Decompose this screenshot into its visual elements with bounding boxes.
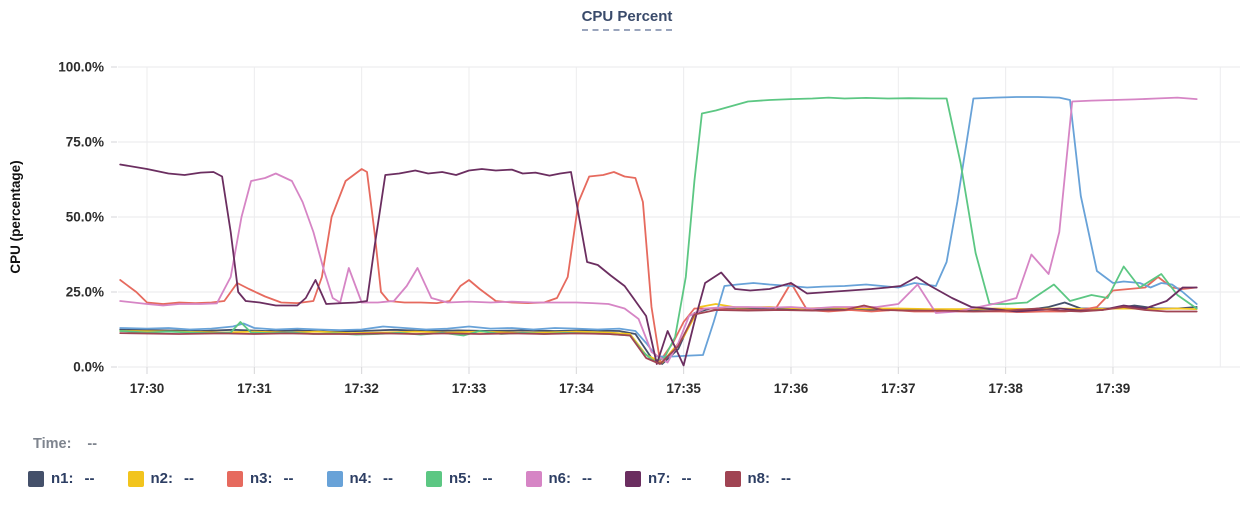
series-line-n4 [119,96,1198,358]
series-line-n6 [119,96,1198,364]
cpu-percent-chart[interactable]: 0.0% 25.0% 50.0% 75.0% 100.0% 17:30 17:31 17:32… [0,40,1254,430]
legend: n1: -- n2: -- n3: -- n4: -- n5: -- n6: -- n7: -- n8: -- [28,470,791,487]
x-tick-label: 17:35 [666,381,701,396]
legend-value-n3: -- [283,470,294,487]
y-tick-label: 50.0% [66,210,104,225]
hover-time-readout: Time: -- [33,436,97,452]
legend-swatch-n2 [127,470,144,487]
legend-item-n3[interactable]: n3: -- [227,470,294,487]
legend-item-n7[interactable]: n7: -- [625,470,692,487]
legend-label-n2: n2: [150,470,174,487]
legend-value-n6: -- [582,470,592,487]
legend-item-n1[interactable]: n1: -- [28,470,95,487]
y-tick-label: 75.0% [66,135,104,150]
legend-label-n7: n7: [648,470,671,487]
x-tick-label: 17:33 [452,381,487,396]
legend-label-n1: n1: [51,470,74,487]
y-axis-title: CPU (percentage) [8,160,23,273]
legend-item-n5[interactable]: n5: -- [426,470,493,487]
legend-label-n6: n6: [548,470,572,487]
page-title[interactable]: CPU Percent [581,8,673,31]
legend-swatch-n8 [724,470,741,487]
grid [111,66,1240,374]
time-value: -- [87,436,98,452]
y-tick-label: 100.0% [58,60,104,75]
legend-swatch-n5 [426,470,442,487]
chart-header: CPU Percent [0,8,1254,31]
x-tick-label: 17:30 [130,381,165,396]
legend-swatch-n1 [28,470,44,487]
legend-swatch-n3 [227,470,243,487]
legend-value-n1: -- [84,470,95,487]
legend-swatch-n7 [625,470,641,487]
x-tick-label: 17:37 [881,381,916,396]
legend-item-n8[interactable]: n8: -- [724,470,791,487]
legend-label-n5: n5: [449,470,472,487]
axis-labels: 0.0% 25.0% 50.0% 75.0% 100.0% 17:30 17:31 17:32… [8,60,1130,397]
legend-value-n5: -- [482,470,493,487]
legend-label-n4: n4: [349,470,373,487]
legend-swatch-n6 [525,470,542,487]
legend-item-n2[interactable]: n2: -- [127,470,194,487]
x-tick-label: 17:36 [774,381,809,396]
legend-value-n7: -- [681,470,692,487]
y-tick-label: 25.0% [66,285,104,300]
legend-swatch-n4 [326,470,343,487]
legend-value-n8: -- [781,470,791,487]
x-tick-label: 17:31 [237,381,272,396]
x-tick-label: 17:39 [1096,381,1131,396]
series-line-n8 [119,304,1198,365]
y-tick-label: 0.0% [73,360,104,375]
series-line-n7 [119,163,1198,367]
legend-item-n4[interactable]: n4: -- [326,470,393,487]
legend-value-n2: -- [184,470,194,487]
time-label: Time: [33,436,72,452]
x-tick-label: 17:34 [559,381,594,396]
x-tick-label: 17:32 [344,381,379,396]
series-line-n5 [119,96,1198,362]
legend-label-n8: n8: [747,470,771,487]
x-tick-label: 17:38 [988,381,1023,396]
series-lines [119,96,1198,367]
legend-label-n3: n3: [250,470,273,487]
legend-value-n4: -- [383,470,393,487]
legend-item-n6[interactable]: n6: -- [525,470,592,487]
